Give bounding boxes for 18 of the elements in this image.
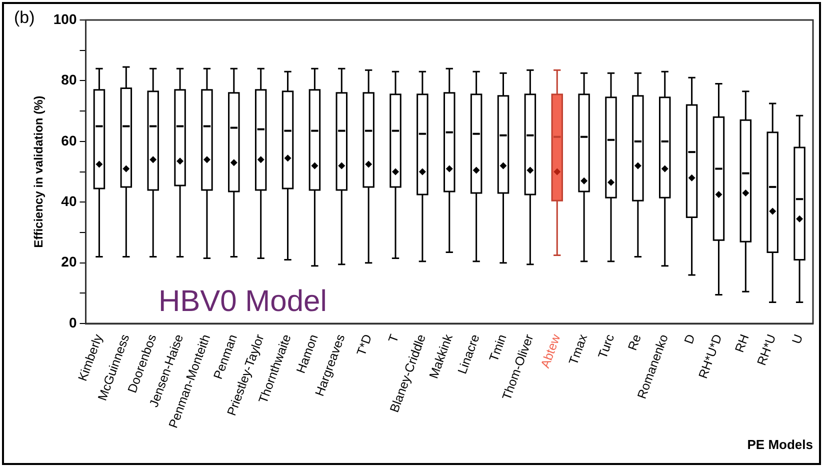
text: (b): [14, 8, 35, 28]
x-tick-label: D: [682, 332, 698, 346]
x-tick-label: RH: [732, 332, 752, 354]
y-tick-label: 0: [68, 314, 77, 330]
x-tick-label: RH*U: [754, 332, 779, 368]
x-axis-title: PE Models: [747, 436, 813, 452]
x-tick-label: T*D: [354, 332, 375, 358]
y-tick-label: 100: [53, 10, 77, 27]
annotation: HBV0 Model: [158, 284, 327, 318]
x-tick-label: Abtew: [538, 332, 564, 370]
x-tick-label: U: [789, 332, 806, 346]
x-tick-label: Tmax: [566, 332, 590, 367]
y-tick-label: 20: [61, 254, 77, 270]
x-tick-label: Turc: [596, 332, 618, 360]
y-axis-title: Efficiency in validation (%): [32, 96, 46, 248]
y-tick-label: 40: [61, 192, 77, 209]
y-tick-label: 60: [61, 132, 77, 148]
y-tick-label: 80: [61, 72, 77, 88]
